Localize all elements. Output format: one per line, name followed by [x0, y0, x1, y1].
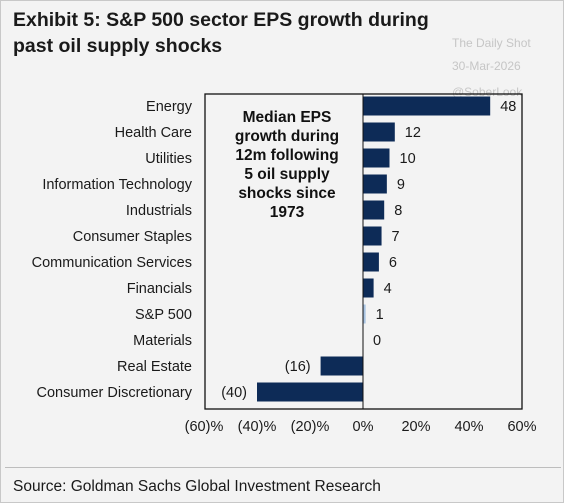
category-label-communication-services: Communication Services	[32, 255, 192, 271]
category-label-consumer-discretionary: Consumer Discretionary	[36, 385, 192, 401]
category-label-consumer-staples: Consumer Staples	[73, 229, 192, 245]
bar-financials	[363, 278, 374, 298]
bar-consumer-discretionary	[257, 382, 363, 402]
category-label-industrials: Industrials	[126, 203, 192, 219]
x-tick-label: 20%	[401, 419, 430, 435]
x-tick-label: 60%	[507, 419, 536, 435]
annotation-line: 12m following	[235, 147, 338, 164]
x-tick-label: (40)%	[238, 419, 277, 435]
value-label-s-p-500: 1	[376, 307, 384, 323]
watermark-handle: @SoberLook	[452, 85, 523, 99]
category-label-financials: Financials	[127, 281, 192, 297]
bar-consumer-staples	[363, 226, 382, 246]
value-label-consumer-staples: 7	[392, 229, 400, 245]
value-label-communication-services: 6	[389, 255, 397, 271]
annotation-line: growth during	[235, 128, 339, 145]
category-label-utilities: Utilities	[145, 151, 192, 167]
bar-communication-services	[363, 252, 379, 272]
value-label-real-estate: (16)	[285, 359, 311, 375]
annotation-line: 1973	[270, 204, 305, 221]
value-label-information-technology: 9	[397, 177, 405, 193]
x-tick-label: 40%	[454, 419, 483, 435]
value-label-health-care: 12	[405, 125, 421, 141]
category-label-real-estate: Real Estate	[117, 359, 192, 375]
x-tick-label: 0%	[353, 419, 374, 435]
watermark-date: 30-Mar-2026	[452, 59, 521, 73]
value-label-financials: 4	[384, 281, 392, 297]
divider	[5, 467, 561, 468]
category-label-materials: Materials	[133, 333, 192, 349]
x-tick-label: (20)%	[291, 419, 330, 435]
bar-industrials	[363, 200, 385, 220]
bar-s-p-500	[363, 304, 366, 324]
annotation-line: Median EPS	[243, 109, 332, 126]
bar-information-technology	[363, 174, 387, 194]
bar-real-estate	[320, 356, 363, 376]
category-label-energy: Energy	[146, 99, 193, 115]
chart-title: Exhibit 5: S&P 500 sector EPS growth dur…	[13, 9, 429, 57]
category-label-information-technology: Information Technology	[42, 177, 192, 193]
bar-health-care	[363, 122, 395, 142]
chart-annotation: Median EPS growth during 12m following 5 oi…	[235, 109, 339, 221]
x-tick-label: (60)%	[185, 419, 224, 435]
category-label-health-care: Health Care	[115, 125, 192, 141]
value-label-consumer-discretionary: (40)	[221, 385, 247, 401]
watermark-site: The Daily Shot	[452, 36, 531, 50]
annotation-line: 5 oil supply	[244, 166, 330, 183]
value-label-utilities: 10	[400, 151, 416, 167]
source-note: Source: Goldman Sachs Global Investment …	[13, 478, 381, 495]
category-label-s-p-500: S&P 500	[135, 307, 192, 323]
annotation-line: shocks since	[238, 185, 336, 202]
value-label-industrials: 8	[394, 203, 402, 219]
value-label-energy: 48	[500, 99, 516, 115]
bar-energy	[363, 96, 491, 116]
bar-utilities	[363, 148, 390, 168]
value-label-materials: 0	[373, 333, 381, 349]
